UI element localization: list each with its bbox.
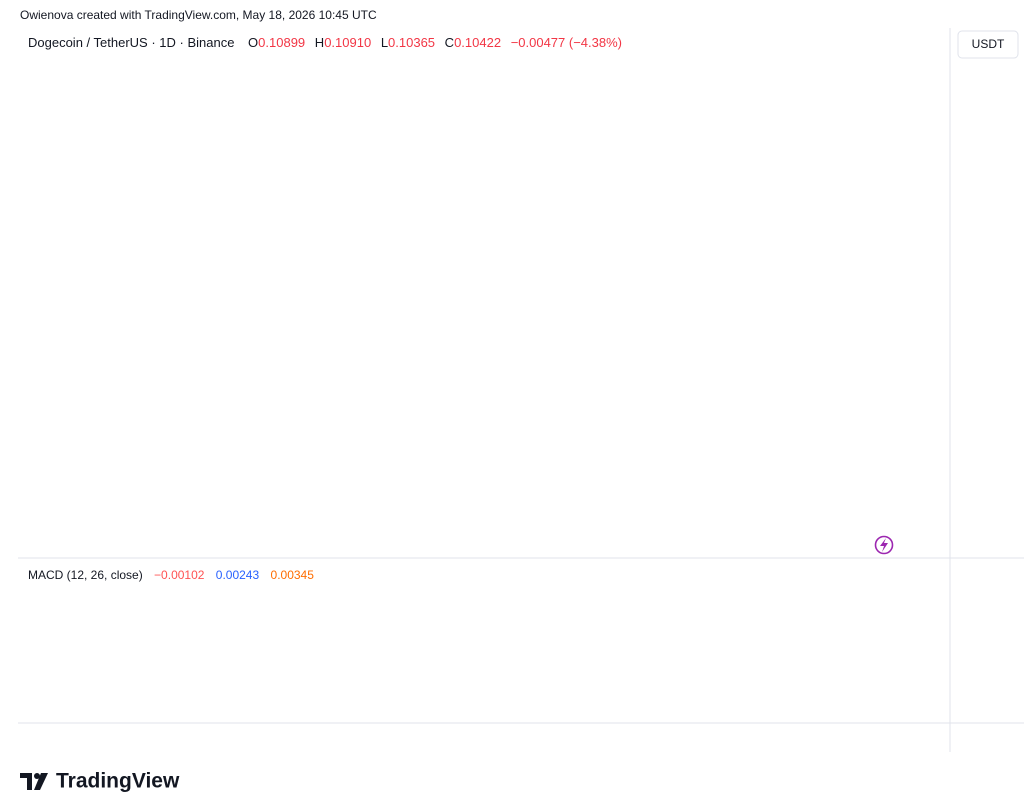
- alert-icon[interactable]: [874, 535, 894, 555]
- macd-title: MACD (12, 26, close): [28, 568, 143, 582]
- currency-button[interactable]: [957, 30, 1019, 59]
- legend-letter: C: [445, 35, 454, 50]
- legend-value: 0.10899: [258, 35, 305, 50]
- legend-letter: L: [381, 35, 388, 50]
- legend-value: 0.10365: [388, 35, 435, 50]
- macd-legend-signal: 0.00345: [271, 568, 315, 582]
- macd-legend-macd: 0.00243: [216, 568, 260, 582]
- attribution: Owienova created with TradingView.com, M…: [20, 8, 377, 22]
- brand-logo: [20, 773, 48, 790]
- symbol-legend: Dogecoin / TetherUS · 1D · Binance O0.10…: [28, 35, 622, 50]
- legend-letter: O: [248, 35, 258, 50]
- currency-label[interactable]: USDT: [972, 37, 1005, 51]
- brand-name: TradingView: [56, 770, 180, 793]
- legend-change: −0.00477 (−4.38%): [511, 35, 622, 50]
- legend-letter: H: [315, 35, 324, 50]
- legend-value: 0.10910: [324, 35, 371, 50]
- macd-legend: MACD (12, 26, close) −0.00102 0.00243 0.…: [28, 568, 314, 582]
- symbol-title: Dogecoin / TetherUS · 1D · Binance: [28, 35, 234, 50]
- macd-legend-histogram: −0.00102: [154, 568, 205, 582]
- legend-value: 0.10422: [454, 35, 501, 50]
